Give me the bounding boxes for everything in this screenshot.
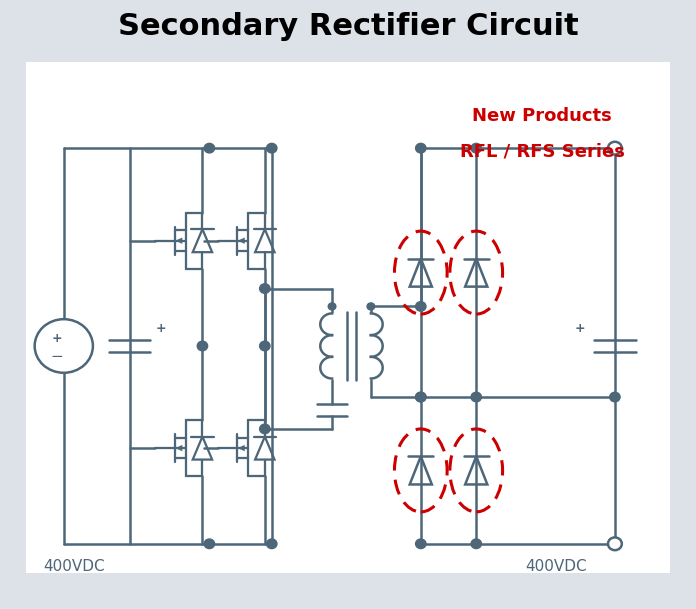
Text: RFL / RFS Series: RFL / RFS Series bbox=[459, 143, 624, 160]
Text: Secondary Rectifier Circuit: Secondary Rectifier Circuit bbox=[118, 12, 578, 41]
Circle shape bbox=[471, 143, 482, 153]
Circle shape bbox=[608, 142, 622, 155]
Circle shape bbox=[416, 301, 426, 311]
Polygon shape bbox=[175, 445, 182, 451]
Polygon shape bbox=[238, 445, 245, 451]
Circle shape bbox=[35, 319, 93, 373]
Text: −: − bbox=[51, 349, 63, 364]
Text: 400VDC: 400VDC bbox=[43, 558, 104, 574]
Polygon shape bbox=[238, 238, 245, 244]
Circle shape bbox=[471, 392, 482, 402]
Text: +: + bbox=[52, 332, 62, 345]
Circle shape bbox=[416, 143, 426, 153]
Circle shape bbox=[204, 143, 214, 153]
Text: New Products: New Products bbox=[472, 107, 612, 125]
Circle shape bbox=[204, 539, 214, 549]
Circle shape bbox=[416, 392, 426, 402]
Circle shape bbox=[608, 537, 622, 550]
Circle shape bbox=[260, 284, 270, 294]
Circle shape bbox=[260, 424, 270, 434]
Circle shape bbox=[367, 303, 374, 310]
Circle shape bbox=[329, 303, 336, 310]
Text: +: + bbox=[575, 322, 585, 334]
Text: 400VDC: 400VDC bbox=[525, 558, 587, 574]
Circle shape bbox=[197, 341, 207, 351]
Text: +: + bbox=[155, 322, 166, 334]
Circle shape bbox=[267, 143, 277, 153]
FancyBboxPatch shape bbox=[26, 62, 670, 572]
Circle shape bbox=[416, 539, 426, 549]
Circle shape bbox=[416, 392, 426, 402]
Circle shape bbox=[471, 539, 482, 549]
Polygon shape bbox=[175, 238, 182, 244]
Circle shape bbox=[260, 341, 270, 351]
Circle shape bbox=[267, 539, 277, 549]
Circle shape bbox=[610, 392, 620, 402]
